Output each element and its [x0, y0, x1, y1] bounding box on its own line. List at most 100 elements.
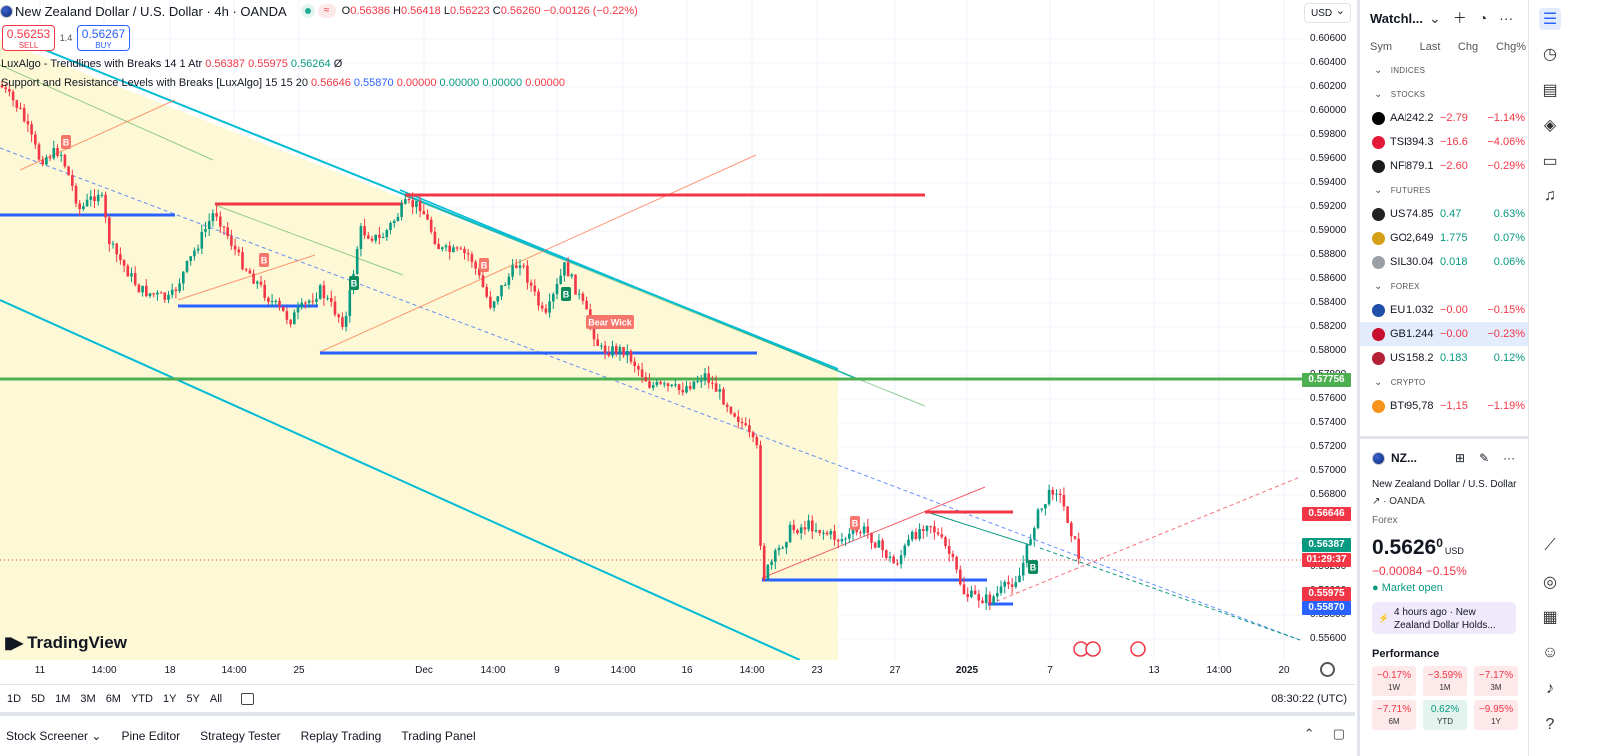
watchlist-group-futures[interactable]: FUTURES	[1360, 178, 1528, 202]
col-chg[interactable]: Chg	[1457, 41, 1479, 53]
currency-select[interactable]: USD	[1304, 3, 1351, 23]
details-exchange[interactable]: ↗ · OANDA	[1372, 496, 1425, 507]
watchlist-group-indices[interactable]: INDICES	[1360, 58, 1528, 82]
range-1d[interactable]: 1D	[7, 692, 22, 705]
watchlist-row[interactable]: GOLD2,649 1.775 0.07%	[1360, 226, 1528, 250]
performance-cell[interactable]: −9.95% 1Y	[1474, 700, 1518, 730]
tab-replay-trading[interactable]: Replay Trading	[300, 729, 382, 743]
symbol-title[interactable]: New Zealand Dollar / U.S. Dollar · 4h · …	[15, 3, 287, 19]
watchlist-group-forex[interactable]: FOREX	[1360, 274, 1528, 298]
row-change-pct: 0.63%	[1493, 208, 1525, 220]
chart-area[interactable]: B B B B B B B Bear Wick New Zealand Dollar / U.…	[0, 0, 1355, 697]
speedometer-icon[interactable]: ◎	[1543, 574, 1557, 591]
candle-body	[1014, 582, 1018, 587]
community-icon[interactable]: ☺	[1541, 644, 1559, 661]
tab-stock-screener[interactable]: Stock Screener ⌄	[6, 729, 102, 743]
candle-body	[973, 590, 977, 595]
performance-cell[interactable]: 0.62% YTD	[1423, 700, 1467, 730]
candle-body	[822, 532, 825, 534]
range-all[interactable]: All	[209, 692, 223, 705]
help-icon[interactable]: ?	[1545, 716, 1555, 733]
col-last[interactable]: Last	[1419, 41, 1441, 53]
watchlist-row[interactable]: EURUSD1.032 −0.00 −0.15%	[1360, 298, 1528, 322]
calendar-icon[interactable]	[241, 692, 255, 705]
more-options-icon[interactable]: ···	[1499, 10, 1514, 26]
range-5d[interactable]: 5D	[31, 692, 46, 705]
range-ytd[interactable]: YTD	[130, 692, 153, 705]
candle-body	[803, 527, 807, 530]
price-tick: 0.59600	[1310, 153, 1347, 164]
tab-trading-panel[interactable]: Trading Panel	[401, 729, 476, 743]
tab-pine-editor[interactable]: Pine Editor	[121, 729, 181, 743]
right-toolbar: ☰ ◷ ▤ ◈ ▭ ♫ ⟋ ◎ ▦ ☺ ♪ ?	[1528, 0, 1600, 756]
collapse-panel-icon[interactable]: ⌃	[1303, 726, 1315, 741]
watchlist-row[interactable]: AAPL242.2 −2.79 −1.14%	[1360, 106, 1528, 130]
tradingview-logo[interactable]: ▮▶ TradingView	[4, 633, 127, 653]
buy-button[interactable]: 0.56267 BUY	[77, 25, 130, 51]
calendar-icon[interactable]: ▦	[1542, 609, 1558, 626]
candle-body	[41, 159, 44, 165]
candle-body	[74, 185, 78, 204]
candle-body	[563, 262, 566, 276]
candle-body	[548, 301, 551, 313]
bottom-panel-tabs: Stock Screener ⌄ Pine Editor Strategy Te…	[0, 712, 1355, 756]
indicator-legend-trendlines[interactable]: LuxAlgo - Trendlines with Breaks 14 1 At…	[1, 58, 343, 70]
advanced-view-icon[interactable]: ◔	[1478, 10, 1488, 26]
range-1y[interactable]: 1Y	[162, 692, 177, 705]
time-tick: 14:00	[1206, 665, 1232, 676]
range-5y[interactable]: 5Y	[186, 692, 200, 705]
price-chart[interactable]: B B B B B B B Bear Wick	[0, 0, 1302, 660]
layers-icon[interactable]: ◈	[1543, 117, 1557, 134]
row-change-pct: −0.15%	[1487, 304, 1525, 316]
notifications-bell-icon[interactable]: ♫	[1544, 187, 1556, 204]
indicator-legend-sr[interactable]: Support and Resistance Levels with Break…	[1, 77, 565, 89]
more-options-icon[interactable]: ···	[1503, 451, 1516, 465]
sell-button[interactable]: 0.56253 SELL	[2, 25, 55, 51]
news-item[interactable]: 4 hours ago · New Zealand Dollar Holds..…	[1372, 602, 1516, 634]
performance-cell[interactable]: −7.71% 6M	[1372, 700, 1416, 730]
grid-view-icon[interactable]: ⊞	[1455, 451, 1466, 465]
price-axis[interactable]: 0.60600 0.60400 0.60200 0.60000 0.59800 0.596…	[1302, 0, 1355, 660]
watchlist-row[interactable]: GBPUSD1.244 −0.00 −0.23%	[1360, 322, 1528, 346]
watchlist-group-stocks[interactable]: STOCKS	[1360, 82, 1528, 106]
performance-cell[interactable]: −0.17% 1W	[1372, 666, 1416, 696]
row-symbol: AAPL	[1390, 112, 1406, 124]
watchlist-row[interactable]: BTCUSD95,78 −1,15 −1.19%	[1360, 394, 1528, 418]
tab-strategy-tester[interactable]: Strategy Tester	[200, 729, 281, 743]
chat-icon[interactable]: ▭	[1542, 153, 1558, 170]
object-tree-icon[interactable]: ▤	[1542, 82, 1558, 99]
watchlist-row[interactable]: USDJPY158.2 0.183 0.12%	[1360, 346, 1528, 370]
watchlist-icon[interactable]: ☰	[1539, 8, 1561, 30]
performance-cell[interactable]: −7.17% 3M	[1474, 666, 1518, 696]
col-chg-pct[interactable]: Chg%	[1496, 41, 1526, 53]
price-tick: 0.57200	[1310, 441, 1347, 452]
drawing-tools-icon[interactable]: ⟋	[1544, 537, 1556, 554]
performance-cell[interactable]: −3.59% 1M	[1423, 666, 1467, 696]
details-short-symbol[interactable]: NZ...	[1391, 451, 1417, 465]
utc-clock[interactable]: 08:30:22 (UTC)	[1271, 693, 1347, 705]
candle-body	[970, 590, 973, 598]
range-1m[interactable]: 1M	[55, 692, 71, 705]
alerts-clock-icon[interactable]: ◷	[1543, 46, 1557, 63]
watchlist-row[interactable]: USOIL74.85 0.47 0.63%	[1360, 202, 1528, 226]
col-sym[interactable]: Sym	[1370, 41, 1392, 53]
range-6m[interactable]: 6M	[105, 692, 121, 705]
candle-body	[11, 91, 15, 101]
candle-body	[478, 268, 481, 276]
watchlist-title[interactable]: Watchl...	[1370, 10, 1423, 26]
row-change-pct: −1.19%	[1487, 400, 1525, 412]
candle-body	[104, 194, 107, 218]
add-symbol-icon[interactable]: ＋	[1452, 10, 1467, 26]
range-3m[interactable]: 3M	[80, 692, 96, 705]
edit-icon[interactable]: ✎	[1479, 451, 1490, 465]
watchlist-row[interactable]: NFLX879.1 −2.60 −0.29%	[1360, 154, 1528, 178]
symbol-header[interactable]: New Zealand Dollar / U.S. Dollar · 4h · …	[0, 0, 638, 22]
watchlist-row[interactable]: SILVER30.04 0.018 0.06%	[1360, 250, 1528, 274]
chart-settings-gear-icon[interactable]	[1320, 662, 1335, 677]
watchlist-row[interactable]: TSLA394.3 −16.6 −4.06%	[1360, 130, 1528, 154]
notifications-icon[interactable]: ♪	[1546, 680, 1554, 697]
chevron-down-icon[interactable]: ⌄	[1428, 9, 1441, 26]
watchlist-group-crypto[interactable]: CRYPTO	[1360, 370, 1528, 394]
price-tag: 0.55870	[1302, 601, 1351, 615]
maximize-panel-icon[interactable]: ▢	[1332, 726, 1345, 741]
